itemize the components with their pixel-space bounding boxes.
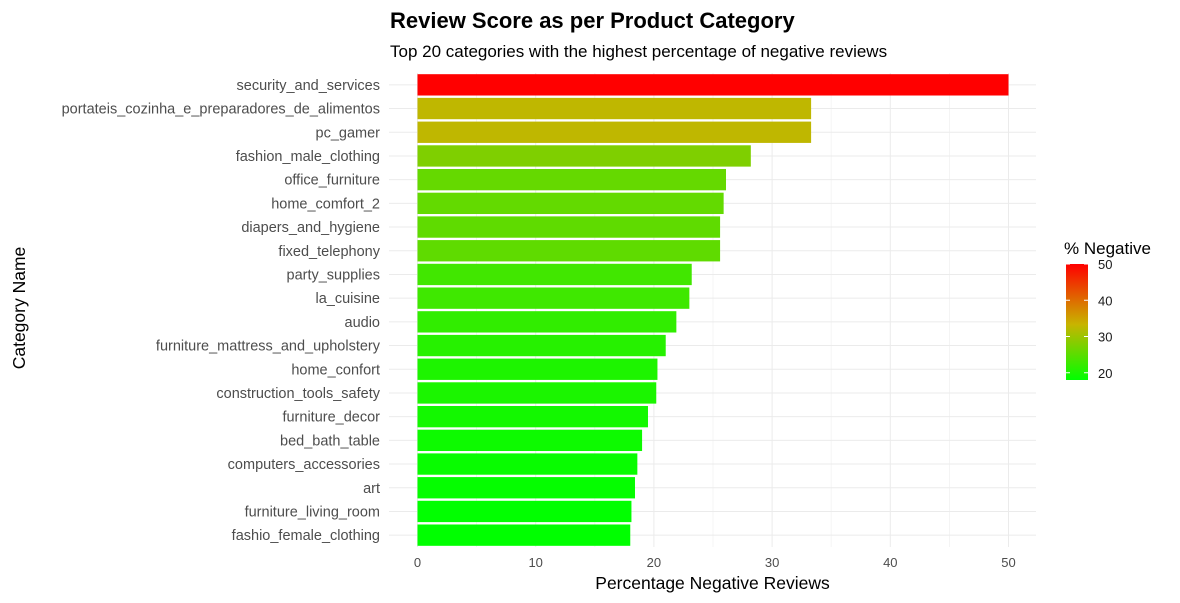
category-label: art bbox=[363, 481, 380, 497]
bar-art bbox=[417, 477, 635, 499]
x-tick-label: 30 bbox=[765, 555, 779, 570]
bar-office_furniture bbox=[417, 168, 727, 191]
category-label: furniture_decor bbox=[282, 410, 380, 426]
bar-furniture_living_room bbox=[417, 500, 632, 523]
category-label: bed_bath_table bbox=[280, 433, 380, 449]
bar-security_and_services bbox=[417, 74, 1009, 96]
x-tick-label: 20 bbox=[647, 555, 661, 570]
category-label: furniture_living_room bbox=[245, 504, 380, 520]
bar-audio bbox=[417, 311, 677, 333]
category-label: portateis_cozinha_e_preparadores_de_alim… bbox=[62, 102, 380, 118]
category-label: home_confort bbox=[291, 362, 380, 378]
legend-ticks: 20 30 40 50 bbox=[1066, 257, 1112, 381]
legend-tick-label: 40 bbox=[1098, 293, 1112, 308]
color-legend: % Negative 20 30 40 50 bbox=[1064, 239, 1151, 381]
x-tick-label: 40 bbox=[883, 555, 897, 570]
category-label: diapers_and_hygiene bbox=[241, 220, 380, 236]
bar-pc_gamer bbox=[417, 121, 812, 143]
bar-home_comfort_2 bbox=[417, 192, 724, 215]
legend-colorbar bbox=[1066, 264, 1088, 380]
legend-tick-label: 20 bbox=[1098, 366, 1112, 381]
x-tick-label: 0 bbox=[414, 555, 421, 570]
bar-furniture_decor bbox=[417, 405, 648, 428]
bar-la_cuisine bbox=[417, 287, 690, 309]
category-label: fashion_male_clothing bbox=[236, 149, 380, 165]
grid-lines bbox=[389, 73, 1036, 547]
bar-diapers_and_hygiene bbox=[417, 216, 721, 238]
category-label: furniture_mattress_and_upholstery bbox=[156, 339, 381, 355]
chart-subtitle: Top 20 categories with the highest perce… bbox=[390, 42, 887, 61]
category-label: audio bbox=[345, 315, 380, 331]
category-label: computers_accessories bbox=[228, 457, 380, 473]
category-label: la_cuisine bbox=[316, 291, 381, 307]
bar-fashion_male_clothing bbox=[417, 145, 751, 167]
legend-title: % Negative bbox=[1064, 239, 1151, 258]
category-label: home_comfort_2 bbox=[271, 196, 380, 212]
category-label: party_supplies bbox=[287, 267, 381, 283]
bar-bed_bath_table bbox=[417, 429, 643, 452]
chart-title: Review Score as per Product Category bbox=[390, 8, 795, 33]
x-tick-label: 50 bbox=[1001, 555, 1015, 570]
x-tick-labels: 0 10 20 30 40 50 bbox=[414, 555, 1016, 570]
x-axis-title: Percentage Negative Reviews bbox=[595, 573, 830, 593]
bar-fixed_telephony bbox=[417, 240, 721, 262]
x-tick-label: 10 bbox=[528, 555, 542, 570]
bar-portateis_cozinha_e_preparadores_de_alimentos bbox=[417, 97, 812, 120]
bar-computers_accessories bbox=[417, 453, 638, 475]
bar-construction_tools_safety bbox=[417, 382, 657, 404]
category-label: fashio_female_clothing bbox=[232, 528, 380, 544]
category-label: fixed_telephony bbox=[278, 244, 380, 260]
legend-tick-label: 50 bbox=[1098, 257, 1112, 272]
y-axis-title: Category Name bbox=[9, 247, 29, 370]
category-label: construction_tools_safety bbox=[216, 386, 380, 402]
bar-home_confort bbox=[417, 358, 658, 380]
bar-fashio_female_clothing bbox=[417, 524, 631, 546]
category-label: security_and_services bbox=[237, 78, 380, 94]
category-label: pc_gamer bbox=[316, 125, 381, 141]
bar-furniture_mattress_and_upholstery bbox=[417, 334, 666, 357]
category-labels: security_and_services portateis_cozinha_e… bbox=[62, 78, 381, 544]
legend-tick-label: 30 bbox=[1098, 330, 1112, 345]
category-label: office_furniture bbox=[284, 173, 380, 189]
bars bbox=[417, 74, 1009, 546]
bar-party_supplies bbox=[417, 263, 692, 286]
